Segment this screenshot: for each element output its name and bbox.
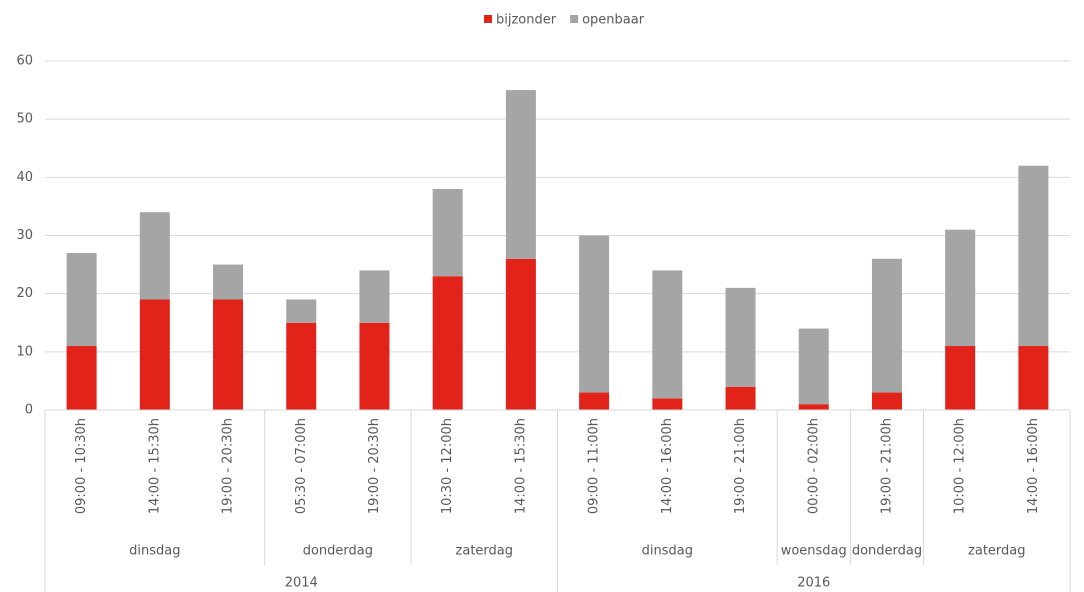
legend-label: openbaar (582, 13, 645, 28)
y-tick-label: 20 (16, 286, 33, 301)
x-tick-label: 19:00 - 20:30h (221, 418, 236, 514)
bar (871, 392, 902, 410)
y-tick-label: 10 (16, 344, 33, 359)
day-label: donderdag (303, 544, 373, 559)
bar (1018, 165, 1049, 347)
bar (66, 252, 97, 347)
bar (945, 229, 976, 347)
bar (725, 287, 756, 387)
x-tick-label: 10:00 - 12:00h (953, 418, 968, 514)
y-tick-label: 40 (16, 170, 33, 185)
legend-swatch (484, 15, 492, 23)
legend-label: bijzonder (496, 13, 557, 28)
bar (505, 258, 536, 410)
bar (652, 270, 683, 399)
x-tick-label: 05:30 - 07:00h (294, 418, 309, 514)
x-tick-label: 14:00 - 16:00h (1026, 418, 1041, 514)
bar (505, 90, 536, 259)
day-label: dinsdag (642, 544, 693, 559)
year-label: 2014 (285, 576, 318, 591)
x-tick-label: 09:00 - 11:00h (587, 418, 602, 514)
bar (579, 392, 610, 410)
x-tick-label: 19:00 - 21:00h (733, 418, 748, 514)
legend-swatch (570, 15, 579, 23)
x-tick-label: 19:00 - 20:30h (367, 418, 382, 514)
bar (213, 299, 244, 410)
x-tick-label: 09:00 - 10:30h (74, 418, 89, 514)
bar (213, 264, 244, 300)
bar (286, 299, 317, 323)
bar (359, 270, 390, 323)
y-tick-label: 0 (25, 403, 33, 418)
y-tick-label: 50 (16, 112, 33, 127)
x-tick-label: 14:00 - 15:30h (513, 418, 528, 514)
day-label: zaterdag (968, 544, 1025, 559)
bar (66, 346, 97, 410)
bar (725, 386, 756, 410)
bar (139, 299, 170, 410)
x-tick-label: 10:30 - 12:00h (440, 418, 455, 514)
bar (871, 258, 902, 393)
x-tick-label: 00:00 - 02:00h (806, 418, 821, 514)
y-tick-label: 60 (16, 54, 33, 69)
day-label: donderdag (852, 544, 922, 559)
x-tick-label: 19:00 - 21:00h (879, 418, 894, 514)
bar (945, 346, 976, 410)
bar (139, 212, 170, 300)
bar (652, 398, 683, 410)
x-tick-label: 14:00 - 15:30h (147, 418, 162, 514)
bar (579, 235, 610, 393)
bar (1018, 346, 1049, 410)
year-label: 2016 (797, 576, 830, 591)
bar (359, 322, 390, 410)
bar (432, 276, 463, 410)
bar (798, 404, 829, 410)
day-label: woensdag (781, 544, 847, 559)
x-tick-label: 14:00 - 16:00h (660, 418, 675, 514)
y-tick-label: 30 (16, 228, 33, 243)
bar (798, 328, 829, 405)
day-label: zaterdag (456, 544, 513, 559)
bar (432, 188, 463, 277)
bar (286, 322, 317, 410)
day-label: dinsdag (129, 544, 180, 559)
